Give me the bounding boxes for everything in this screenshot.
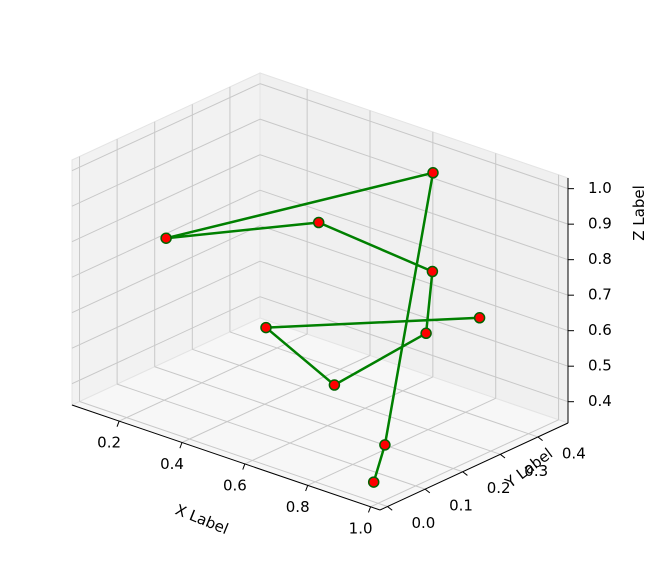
x-tick-label: 1.0 [349,519,373,537]
x-axis-line [71,404,381,511]
z-tick-label: 0.7 [588,286,612,304]
y-grid-floor [229,331,539,438]
x-grid-floor [370,419,559,508]
data-point [328,379,341,391]
x-tick [116,420,120,427]
x-tick-label: 0.8 [286,498,310,516]
y-tick-label: 0.0 [412,514,436,532]
data-series [160,167,486,488]
z-grid-left [71,260,261,349]
x-tick-label: 0.4 [160,455,184,473]
data-point [420,327,432,340]
z-grid-left [71,296,261,385]
z-grid-back [259,118,569,225]
z-tick-label: 0.9 [588,215,612,233]
y-tick-label: 0.1 [449,497,473,515]
x-tick [179,442,183,449]
y-axis-line [379,422,569,511]
axes-panes [70,72,570,511]
x-tick-label: 0.2 [97,434,121,452]
series-line [164,171,480,483]
data-point [473,312,486,324]
z-grid-back [259,296,569,403]
y-tick [424,488,431,494]
data-point [427,167,439,179]
y-grid-floor [192,348,501,455]
axis-lines [71,178,569,511]
z-grid-left [71,118,261,207]
x-grid-floor [118,333,308,422]
y-grid-floor [116,383,426,490]
z-grid-back [259,260,569,367]
y-tick [500,453,506,459]
z-grid-left [71,225,261,314]
y-tick [537,436,543,442]
x-grid-floor [307,397,496,486]
grid-lines [71,83,569,508]
z-grid-back [259,154,569,261]
x-tick [305,485,309,492]
y-tick [387,506,393,511]
y-tick [462,471,468,476]
data-point [367,476,380,488]
x-grid-floor [244,376,434,465]
y-tick-label: 0.3 [524,462,548,480]
data-point [312,216,325,229]
data-point [426,265,439,278]
z-tick-label: 0.6 [588,321,612,339]
data-point [260,321,272,334]
x-grid-floor [181,355,371,443]
y-tick-label: 0.4 [562,444,586,462]
y-grid-floor [79,401,388,507]
z-grid-back [259,83,569,190]
z-tick-label: 1.0 [588,179,612,197]
z-grid-left [71,83,261,172]
x-tick-label: 0.6 [223,476,247,494]
x-tick [242,463,246,470]
tick-marks [116,188,574,513]
x-axis-label: X Label [173,501,231,538]
y-grid-floor [154,366,463,473]
data-point [160,232,172,244]
y-tick-label: 0.2 [487,479,511,497]
tick-labels: 0.2 0.4 0.6 0.8 1.0 0.0 0.1 0.2 0.3 0.4 0.4 0.5 0.6 0… [97,179,612,537]
z-tick-label: 0.8 [588,250,612,268]
data-point [379,439,391,451]
x-tick [368,506,372,513]
z-tick-label: 0.4 [588,392,612,410]
z-tick-label: 0.5 [588,357,612,375]
z-grid-back [259,189,569,296]
z-grid-left [71,154,261,243]
z-axis-label: Z Label [630,185,648,241]
